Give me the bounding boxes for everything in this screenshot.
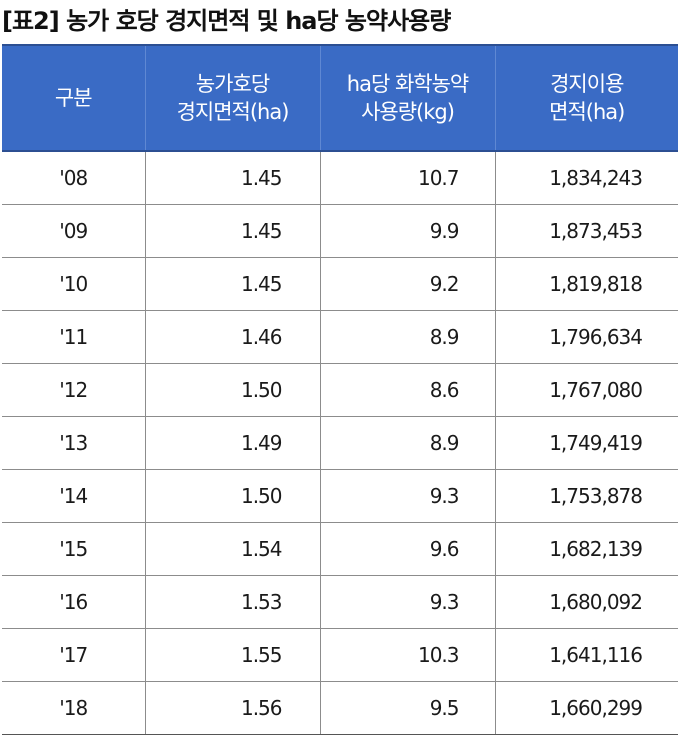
farm-area-cell: 1.49 bbox=[144, 416, 320, 470]
header-cultivated-area-line-2: 면적(ha) bbox=[549, 100, 625, 124]
farm-area-cell: 1.56 bbox=[144, 681, 320, 735]
farm-area-cell: 1.53 bbox=[144, 575, 320, 629]
cultivated-area-cell: 1,749,419 bbox=[494, 416, 678, 470]
header-pesticide-line-1: ha당 화학농약 bbox=[346, 72, 469, 96]
table-body: '08 1.45 10.7 1,834,243'09 1.45 9.9 1,873,453 '… bbox=[2, 151, 678, 735]
pesticide-cell: 9.2 bbox=[319, 257, 495, 311]
header-pesticide: ha당 화학농약 사용량(kg) bbox=[319, 44, 495, 152]
pesticide-cell: 9.5 bbox=[319, 681, 495, 735]
farm-area-cell: 1.50 bbox=[144, 469, 320, 523]
pesticide-cell: 9.3 bbox=[319, 575, 495, 629]
year-cell: '11 bbox=[2, 310, 145, 364]
farm-area-cell: 1.45 bbox=[144, 151, 320, 205]
year-cell: '08 bbox=[2, 151, 145, 205]
header-cultivated-area-line-1: 경지이용 bbox=[550, 72, 624, 96]
header-farm-area: 농가호당 경지면적(ha) bbox=[144, 44, 320, 152]
cultivated-area-cell: 1,819,818 bbox=[494, 257, 678, 311]
cultivated-area-cell: 1,641,116 bbox=[494, 628, 678, 682]
table-row: '10 1.45 9.2 1,819,818 bbox=[2, 257, 678, 311]
year-cell: '13 bbox=[2, 416, 145, 470]
table-row: '11 1.46 8.9 1,796,634 bbox=[2, 310, 678, 364]
year-cell: '15 bbox=[2, 522, 145, 576]
pesticide-cell: 9.6 bbox=[319, 522, 495, 576]
table-row: '13 1.49 8.9 1,749,419 bbox=[2, 416, 678, 470]
pesticide-cell: 8.9 bbox=[319, 416, 495, 470]
cultivated-area-cell: 1,873,453 bbox=[494, 204, 678, 258]
header-farm-area-line-1: 농가호당 bbox=[195, 72, 270, 96]
cultivated-area-cell: 1,834,243 bbox=[494, 151, 678, 205]
header-year: 구분 bbox=[2, 44, 145, 152]
header-year-line-1: 구분 bbox=[54, 86, 93, 110]
farm-area-cell: 1.46 bbox=[144, 310, 320, 364]
header-farm-area-line-2: 경지면적(ha) bbox=[176, 100, 290, 124]
cultivated-area-cell: 1,680,092 bbox=[494, 575, 678, 629]
table-row: '09 1.45 9.9 1,873,453 bbox=[2, 204, 678, 258]
pesticide-cell: 9.9 bbox=[319, 204, 495, 258]
header-cultivated-area: 경지이용 면적(ha) bbox=[494, 44, 678, 152]
year-cell: '10 bbox=[2, 257, 145, 311]
table-row: '12 1.50 8.6 1,767,080 bbox=[2, 363, 678, 417]
table-header: 구분 농가호당 경지면적(ha) ha당 화학농약 사용량(kg) 경지이용 면… bbox=[2, 44, 678, 152]
year-cell: '09 bbox=[2, 204, 145, 258]
cultivated-area-cell: 1,682,139 bbox=[494, 522, 678, 576]
table-row: '17 1.55 10.3 1,641,116 bbox=[2, 628, 678, 682]
pesticide-cell: 8.6 bbox=[319, 363, 495, 417]
pesticide-cell: 8.9 bbox=[319, 310, 495, 364]
pesticide-cell: 9.3 bbox=[319, 469, 495, 523]
year-cell: '18 bbox=[2, 681, 145, 735]
year-cell: '12 bbox=[2, 363, 145, 417]
data-table: 구분 농가호당 경지면적(ha) ha당 화학농약 사용량(kg) 경지이용 면… bbox=[2, 44, 678, 735]
cultivated-area-cell: 1,660,299 bbox=[494, 681, 678, 735]
header-pesticide-line-2: 사용량(kg) bbox=[361, 100, 455, 124]
header-row: 구분 농가호당 경지면적(ha) ha당 화학농약 사용량(kg) 경지이용 면… bbox=[2, 44, 678, 152]
table-row: '16 1.53 9.3 1,680,092 bbox=[2, 575, 678, 629]
table-title: [표2] 농가 호당 경지면적 및 ha당 농약사용량 bbox=[2, 7, 451, 35]
farm-area-cell: 1.45 bbox=[144, 204, 320, 258]
cultivated-area-cell: 1,767,080 bbox=[494, 363, 678, 417]
pesticide-cell: 10.3 bbox=[319, 628, 495, 682]
year-cell: '16 bbox=[2, 575, 145, 629]
table-row: '15 1.54 9.6 1,682,139 bbox=[2, 522, 678, 576]
table-row: '18 1.56 9.5 1,660,299 bbox=[2, 681, 678, 735]
year-cell: '17 bbox=[2, 628, 145, 682]
year-cell: '14 bbox=[2, 469, 145, 523]
table-row: '14 1.50 9.3 1,753,878 bbox=[2, 469, 678, 523]
farm-area-cell: 1.45 bbox=[144, 257, 320, 311]
pesticide-cell: 10.7 bbox=[319, 151, 495, 205]
farm-area-cell: 1.54 bbox=[144, 522, 320, 576]
cultivated-area-cell: 1,796,634 bbox=[494, 310, 678, 364]
farm-area-cell: 1.50 bbox=[144, 363, 320, 417]
table-row: '08 1.45 10.7 1,834,243 bbox=[2, 151, 678, 205]
cultivated-area-cell: 1,753,878 bbox=[494, 469, 678, 523]
farm-area-cell: 1.55 bbox=[144, 628, 320, 682]
